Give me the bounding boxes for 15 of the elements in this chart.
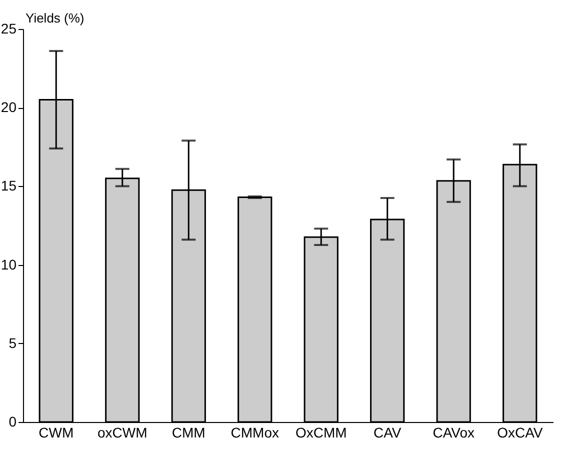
y-tick-label: 25 — [0, 20, 17, 36]
x-tick-label: OxCAV — [497, 424, 544, 440]
x-tick-label: CAV — [374, 424, 402, 440]
y-tick-label: 0 — [8, 414, 17, 430]
y-tick-label: 5 — [8, 334, 17, 351]
x-tick-label: OxCMM — [295, 424, 347, 440]
x-tick-label: CWM — [38, 424, 74, 440]
x-tick-label: oxCWM — [97, 424, 148, 440]
x-tick-label: CMMox — [230, 424, 279, 440]
y-tick-label: 15 — [0, 178, 17, 194]
y-tick-label: 20 — [0, 99, 17, 116]
x-tick-label: CMM — [172, 424, 206, 440]
y-tick-label: 10 — [0, 256, 17, 272]
y-axis-title: Yields (%) — [26, 10, 84, 26]
x-tick-label: CAVox — [432, 424, 475, 440]
